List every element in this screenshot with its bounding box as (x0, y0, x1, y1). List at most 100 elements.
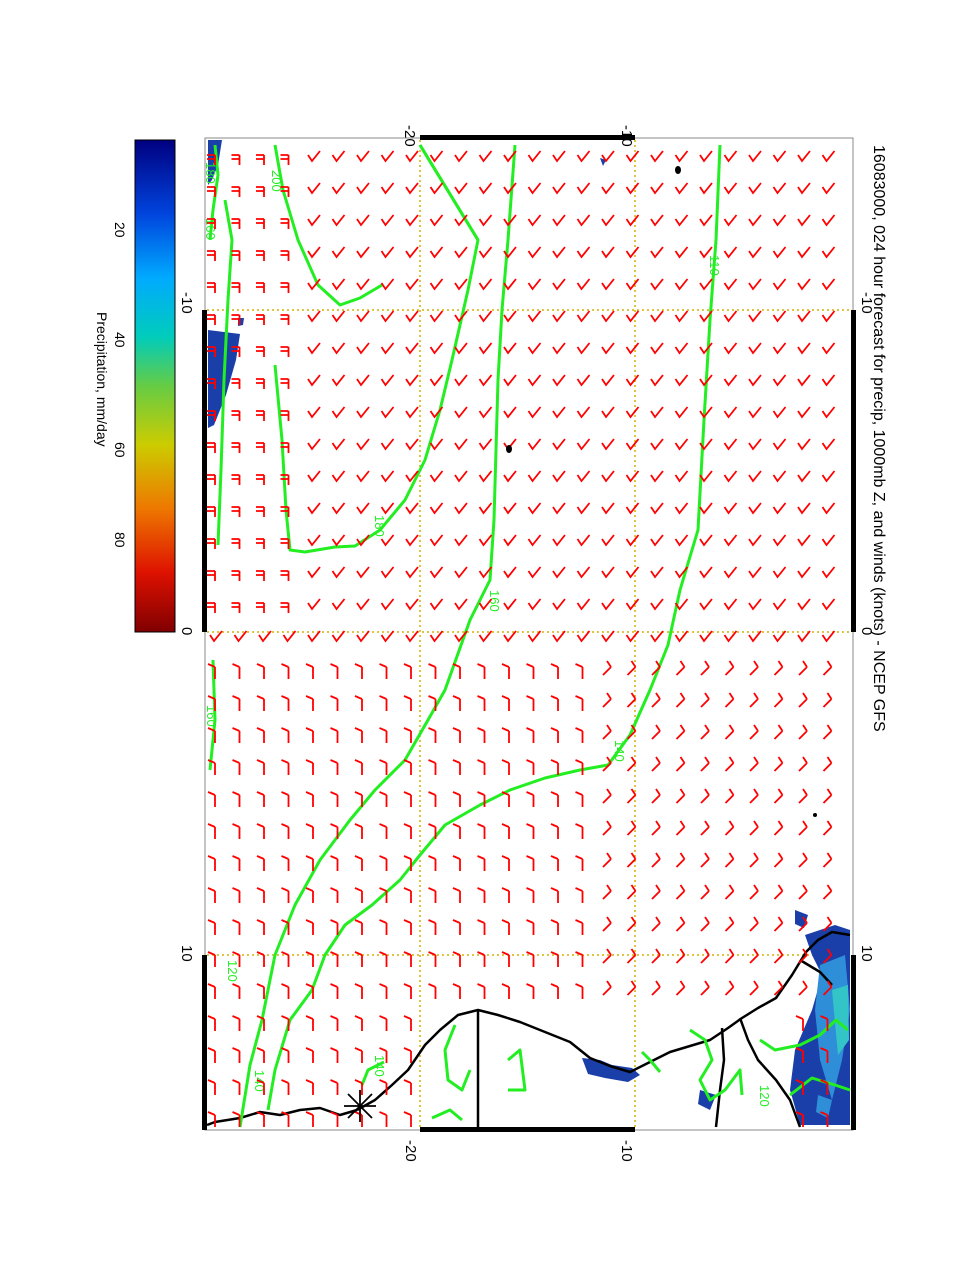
wind-barb (454, 150, 468, 163)
wind-barb (772, 246, 787, 259)
wind-barb (552, 566, 566, 579)
wind-barb (527, 406, 542, 419)
wind-barb (331, 278, 346, 291)
wind-barb (821, 246, 836, 259)
wind-barb (723, 342, 738, 355)
island-dot (675, 166, 681, 174)
wind-barb (501, 983, 510, 999)
wind-barb (821, 278, 836, 291)
wind-barb (501, 887, 510, 903)
wind-barb (429, 150, 444, 163)
wind-barb (625, 566, 640, 579)
wind-barb (651, 884, 661, 900)
wind-barb (650, 214, 664, 227)
wind-barb (477, 919, 486, 935)
wind-barb (795, 1015, 804, 1031)
wind-barb (280, 218, 290, 229)
wind-barb (797, 374, 811, 387)
wind-barb (307, 214, 321, 227)
wind-barb (526, 887, 535, 903)
wind-barb (331, 406, 346, 419)
wind-barb (207, 727, 216, 743)
wind-barb (454, 342, 468, 355)
wind-barb (405, 438, 419, 451)
colorbar-tick-label: 60 (112, 442, 128, 458)
wind-barb (280, 186, 290, 197)
wind-barb (280, 314, 290, 325)
wind-barb (454, 406, 468, 419)
wind-barb (405, 278, 419, 291)
wind-barb (207, 474, 216, 485)
wind-barb (527, 534, 542, 547)
wind-barb (256, 474, 265, 485)
wind-barb (305, 663, 314, 679)
wind-barb (723, 150, 738, 163)
wind-barb (281, 983, 290, 999)
wind-barb (820, 1079, 829, 1095)
wind-barb (405, 534, 419, 547)
wind-barb (207, 983, 216, 999)
wind-barb (699, 598, 713, 611)
wind-barb (403, 919, 412, 935)
wind-barb (798, 660, 808, 676)
contour-label: 140 (372, 1055, 387, 1077)
wind-barb (256, 951, 265, 967)
wind-barb (454, 502, 468, 515)
wind-barb (797, 598, 811, 611)
wind-barb (749, 692, 759, 708)
wind-barb (331, 310, 346, 323)
wind-barb (256, 442, 265, 453)
right-tick-label: 0 (858, 627, 875, 635)
wind-barb (601, 470, 615, 483)
wind-barb (576, 374, 591, 387)
wind-barb (428, 951, 437, 967)
wind-barb (379, 695, 388, 711)
wind-barb (380, 342, 395, 355)
wind-barb (699, 406, 713, 419)
wind-barb (405, 406, 419, 419)
wind-barb (207, 570, 216, 581)
wind-barb (723, 278, 738, 291)
wind-barb (552, 630, 566, 643)
wind-barb (256, 154, 265, 165)
wind-barb (331, 438, 346, 451)
wind-barb (429, 310, 444, 323)
wind-barb (550, 727, 559, 743)
wind-barb (256, 663, 265, 679)
wind-barb (256, 695, 265, 711)
wind-barb (675, 724, 686, 740)
wind-barb (477, 727, 486, 743)
wind-barb (452, 663, 461, 679)
wind-barb (331, 502, 346, 515)
wind-barb (207, 154, 216, 165)
wind-barb (601, 246, 615, 259)
wind-barb (601, 342, 615, 355)
wind-barb (280, 506, 290, 517)
wind-barb (527, 566, 542, 579)
wind-barb (207, 378, 216, 389)
wind-barb (797, 502, 811, 515)
wind-barb (798, 820, 808, 836)
wind-barb (601, 598, 615, 611)
wind-barb (207, 282, 216, 293)
wind-barb (527, 214, 542, 227)
wind-barb (330, 951, 339, 967)
wind-barb (576, 182, 591, 195)
wind-barb (429, 470, 444, 483)
wind-barb (232, 1079, 241, 1095)
wind-barb (821, 310, 836, 323)
wind-barb (454, 278, 468, 291)
wind-barb (798, 788, 808, 804)
wind-barb (331, 598, 346, 611)
wind-barb (403, 887, 412, 903)
wind-barb (625, 214, 640, 227)
wind-barb (452, 695, 461, 711)
wind-barb (454, 470, 468, 483)
wind-barb (550, 887, 559, 903)
wind-barb (307, 598, 321, 611)
wind-barb (231, 538, 241, 549)
wind-barb (700, 980, 710, 996)
wind-barb (526, 951, 535, 967)
wind-barb (429, 214, 444, 227)
wind-barb (772, 214, 787, 227)
